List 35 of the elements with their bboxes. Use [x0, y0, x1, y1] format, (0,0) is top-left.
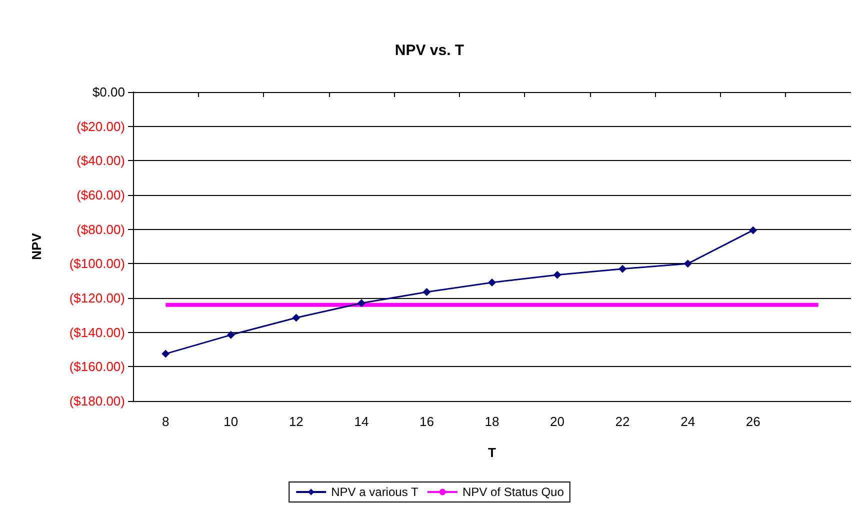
x-tick-label: 22	[615, 414, 630, 429]
y-tick-label: ($40.00)	[76, 153, 125, 168]
y-tick-label: ($120.00)	[69, 290, 125, 306]
point	[488, 278, 496, 287]
y-tick-label: ($160.00)	[69, 359, 125, 374]
y-axis-title: NPV	[29, 232, 44, 260]
x-tick-label: 12	[288, 414, 304, 429]
legend-label: NPV of Status Quo	[462, 485, 564, 499]
legend-label: NPV a various T	[331, 485, 419, 499]
x-tick-label: 20	[550, 414, 565, 429]
y-tick-label: ($60.00)	[76, 188, 125, 202]
y-tick-label: ($20.00)	[76, 118, 125, 134]
point	[749, 226, 758, 234]
x-tick-label: 10	[224, 414, 238, 429]
point	[357, 299, 366, 308]
chart-title: NPV vs. T	[394, 42, 464, 59]
x-tick-label: 24	[680, 414, 696, 429]
point	[684, 260, 692, 268]
y-tick-label: ($80.00)	[76, 222, 125, 237]
x-axis-title: T	[488, 445, 496, 460]
point	[553, 270, 562, 279]
x-tick-label: 14	[354, 414, 369, 429]
x-tick-label: 8	[162, 414, 170, 429]
y-tick-label: ($140.00)	[69, 324, 125, 340]
point	[618, 264, 627, 273]
x-tick-label: 18	[484, 414, 500, 429]
y-tick-label: ($180.00)	[69, 394, 125, 408]
y-tick-label: $0.00	[92, 84, 125, 100]
y-tick-label: ($100.00)	[69, 256, 125, 272]
point	[422, 288, 431, 296]
point	[226, 330, 235, 339]
point	[162, 350, 170, 358]
x-tick-label: 26	[746, 414, 760, 429]
x-tick-label: 16	[419, 414, 434, 429]
point	[292, 314, 300, 322]
